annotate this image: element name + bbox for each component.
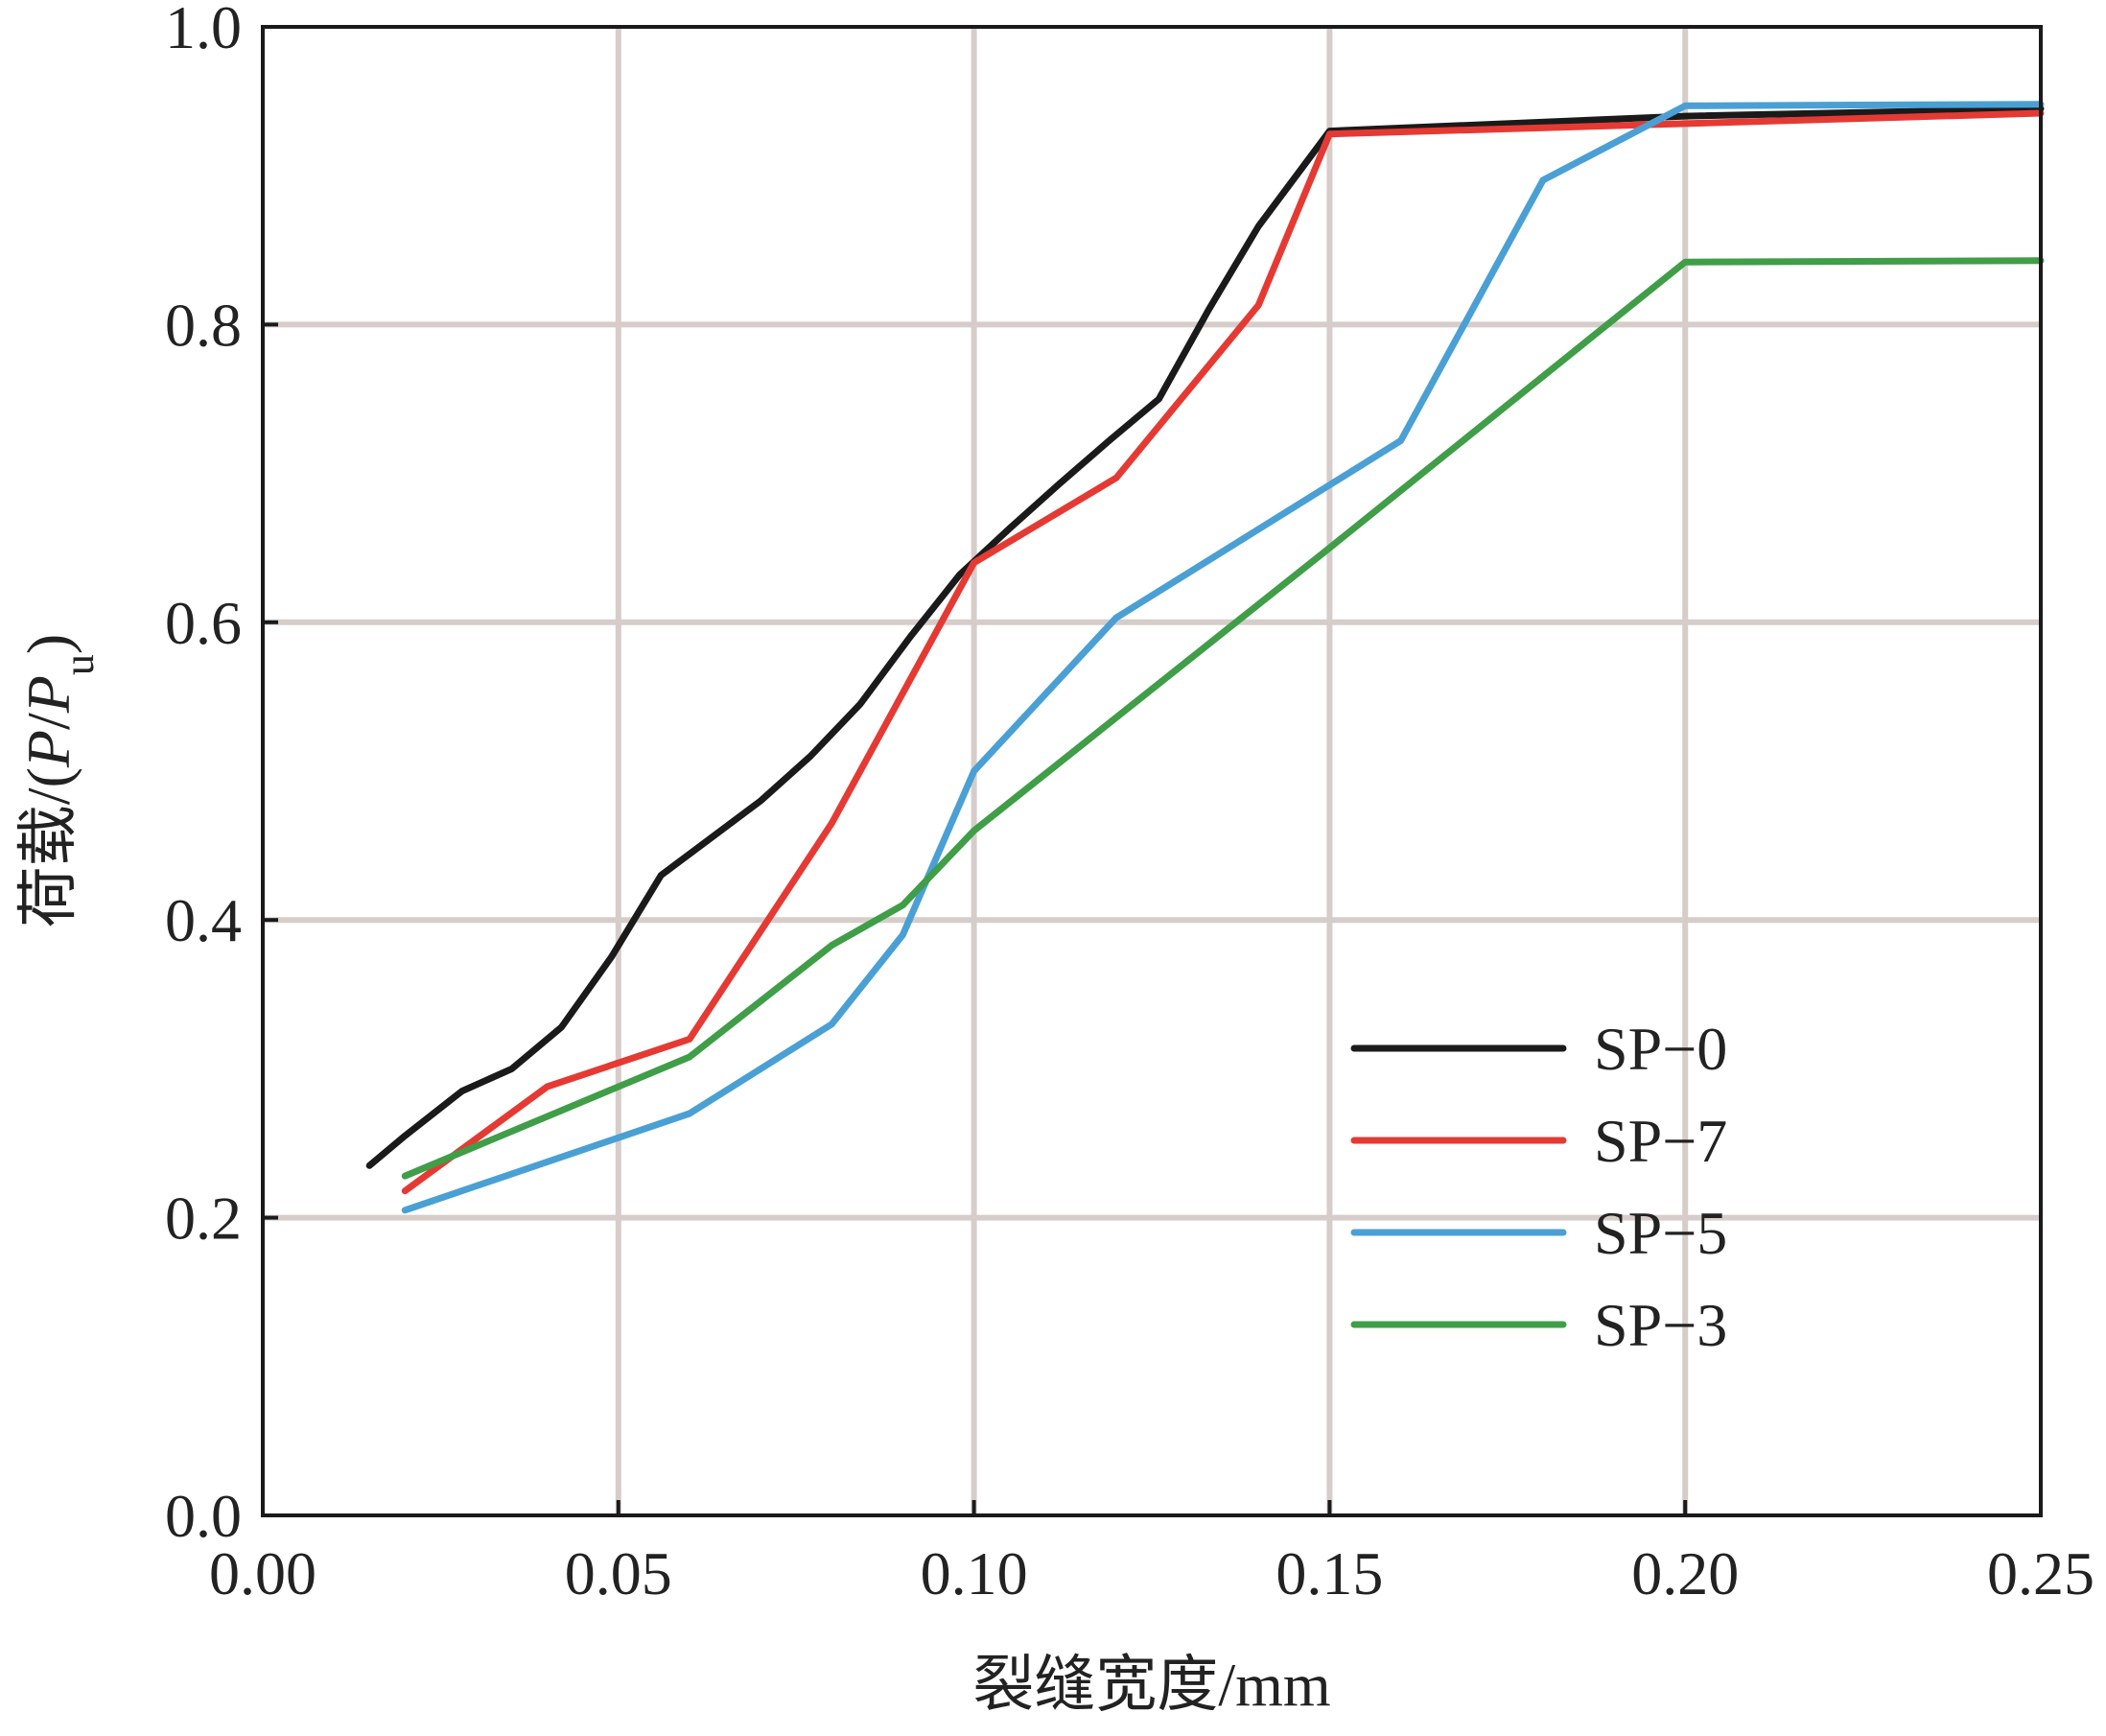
series-line-2 bbox=[401, 109, 2045, 1195]
series-line-4 bbox=[401, 257, 2045, 1180]
x-tick-label: 0.00 bbox=[209, 1539, 316, 1607]
x-tick-label: 0.15 bbox=[1275, 1539, 1383, 1607]
x-tick-label: 0.25 bbox=[1987, 1539, 2094, 1607]
plot-frame bbox=[261, 25, 2043, 1517]
y-tick-label: 1.0 bbox=[165, 0, 242, 61]
x-axis-title: 裂缝宽度/mm bbox=[972, 1651, 1330, 1719]
y-tick-label: 0.2 bbox=[165, 1185, 242, 1253]
y-title-slash: / bbox=[14, 713, 82, 730]
x-tick-label: 0.10 bbox=[921, 1539, 1028, 1607]
axis-ticks bbox=[261, 25, 2043, 1517]
grid bbox=[263, 27, 2041, 1515]
legend-label: SP−0 bbox=[1594, 1015, 1727, 1083]
x-tick-labels: 0.00 0.05 0.10 0.15 0.20 0.25 bbox=[209, 1539, 2094, 1607]
y-title-subscript: u bbox=[56, 654, 103, 675]
y-tick-label: 0.8 bbox=[165, 291, 242, 359]
series-line-1 bbox=[365, 105, 2045, 1169]
y-tick-labels: 0.0 0.2 0.4 0.6 0.8 1.0 bbox=[165, 0, 242, 1550]
y-tick-label: 0.0 bbox=[165, 1482, 242, 1550]
legend: SP−0 SP−7 SP−5 SP−3 bbox=[1350, 1015, 1727, 1359]
y-tick-label: 0.6 bbox=[165, 589, 242, 657]
y-axis-title: 荷载/(P/Pu) bbox=[14, 634, 103, 927]
legend-label: SP−7 bbox=[1594, 1107, 1727, 1175]
legend-label: SP−5 bbox=[1594, 1199, 1727, 1267]
y-title-p: P bbox=[14, 730, 82, 768]
legend-label: SP−3 bbox=[1594, 1291, 1727, 1359]
x-tick-label: 0.05 bbox=[565, 1539, 672, 1607]
series-lines bbox=[365, 101, 2045, 1214]
y-title-p-u: P bbox=[14, 675, 82, 714]
y-title-prefix: 荷载/( bbox=[14, 767, 82, 927]
y-tick-label: 0.4 bbox=[165, 886, 242, 954]
series-line-3 bbox=[401, 101, 2045, 1214]
x-tick-label: 0.20 bbox=[1631, 1539, 1739, 1607]
y-title-suffix: ) bbox=[14, 634, 82, 654]
